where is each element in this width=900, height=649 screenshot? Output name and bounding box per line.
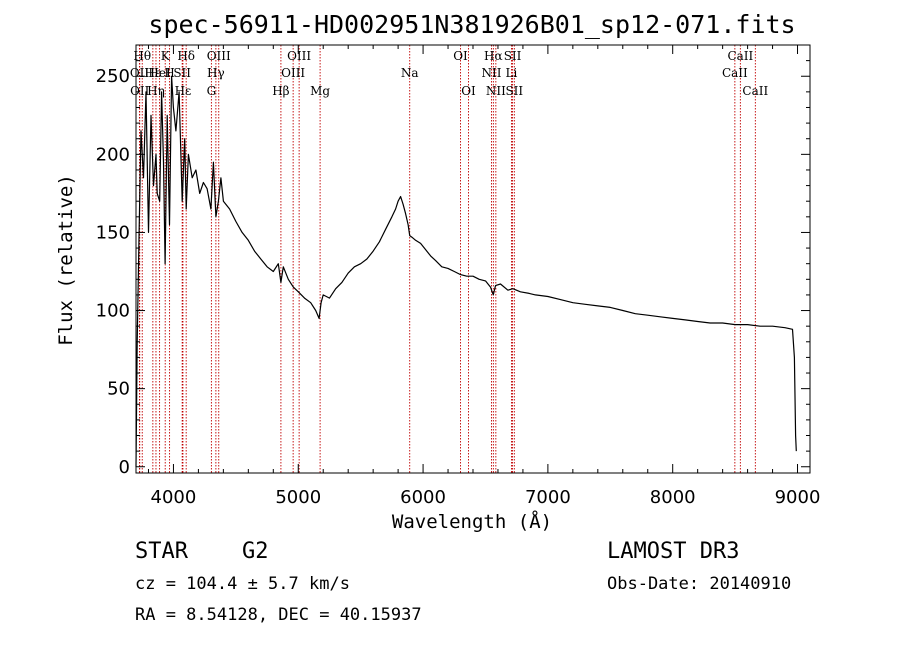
y-tick-label: 0 xyxy=(119,457,130,478)
line-marker-label: Hγ xyxy=(207,66,225,80)
line-marker-label: CaII xyxy=(722,66,748,80)
y-axis-label: Flux (relative) xyxy=(55,174,77,346)
sky-coordinates: RA = 8.54128, DEC = 40.15937 xyxy=(135,605,422,625)
line-marker-label: OI xyxy=(461,84,476,98)
observation-date: Obs-Date: 20140910 xyxy=(607,574,791,594)
line-marker-label: Hε xyxy=(175,84,192,98)
x-tick-label: 4000 xyxy=(151,487,197,508)
x-tick-label: 9000 xyxy=(775,487,821,508)
y-tick-label: 100 xyxy=(96,301,130,322)
line-marker-label: HeI xyxy=(148,66,171,80)
spectrum-line xyxy=(135,75,797,467)
chart-title: spec-56911-HD002951N381926B01_sp12-071.f… xyxy=(148,10,795,39)
y-tick-label: 200 xyxy=(96,144,130,165)
x-tick-label: 6000 xyxy=(400,487,446,508)
x-tick-label: 7000 xyxy=(525,487,571,508)
object-subclass: G2 xyxy=(242,539,269,564)
line-marker-label: Mg xyxy=(310,84,330,98)
line-marker-label: OI xyxy=(453,49,468,63)
y-axis-ticks: 0 50 100 150 200 250 xyxy=(96,60,810,478)
line-marker-label: OIII xyxy=(287,49,311,63)
line-marker-label: Hβ xyxy=(272,84,289,98)
redshift-cz: cz = 104.4 ± 5.7 km/s xyxy=(135,574,350,594)
x-tick-label: 8000 xyxy=(650,487,696,508)
line-marker-label: Hθ xyxy=(133,49,151,63)
line-marker-label: H xyxy=(164,66,174,80)
line-marker-label: Hη xyxy=(147,84,165,98)
spectral-line-markers xyxy=(139,45,756,473)
line-marker-label: K xyxy=(161,49,171,63)
plot-frame xyxy=(135,44,811,474)
x-axis-label: Wavelength (Å) xyxy=(392,510,552,533)
line-marker-label: OII xyxy=(130,84,150,98)
x-tick-label: 5000 xyxy=(275,487,321,508)
survey-name: LAMOST DR3 xyxy=(607,539,739,564)
line-marker-label: CaII xyxy=(727,49,753,63)
line-marker-label: G xyxy=(207,84,217,98)
y-tick-label: 150 xyxy=(96,222,130,243)
line-marker-label: OIII xyxy=(207,49,231,63)
x-axis-ticks: 4000 5000 6000 7000 8000 9000 xyxy=(147,45,821,508)
line-marker-label: NII xyxy=(481,66,501,80)
y-tick-label: 250 xyxy=(96,66,130,87)
line-marker-label: OIII xyxy=(281,66,305,80)
line-marker-label: Li xyxy=(506,66,518,80)
line-marker-label: SII xyxy=(505,84,523,98)
line-marker-label: SII xyxy=(173,66,191,80)
line-marker-label: SII xyxy=(504,49,522,63)
line-marker-label: Hδ xyxy=(177,49,195,63)
line-marker-label: Hε xyxy=(145,66,162,80)
y-tick-label: 50 xyxy=(107,379,130,400)
line-marker-label: Na xyxy=(401,66,419,80)
line-marker-label: NII xyxy=(486,84,506,98)
line-marker-label: CaII xyxy=(742,84,768,98)
line-marker-label: Hα xyxy=(484,49,503,63)
object-class: STAR xyxy=(135,539,189,564)
